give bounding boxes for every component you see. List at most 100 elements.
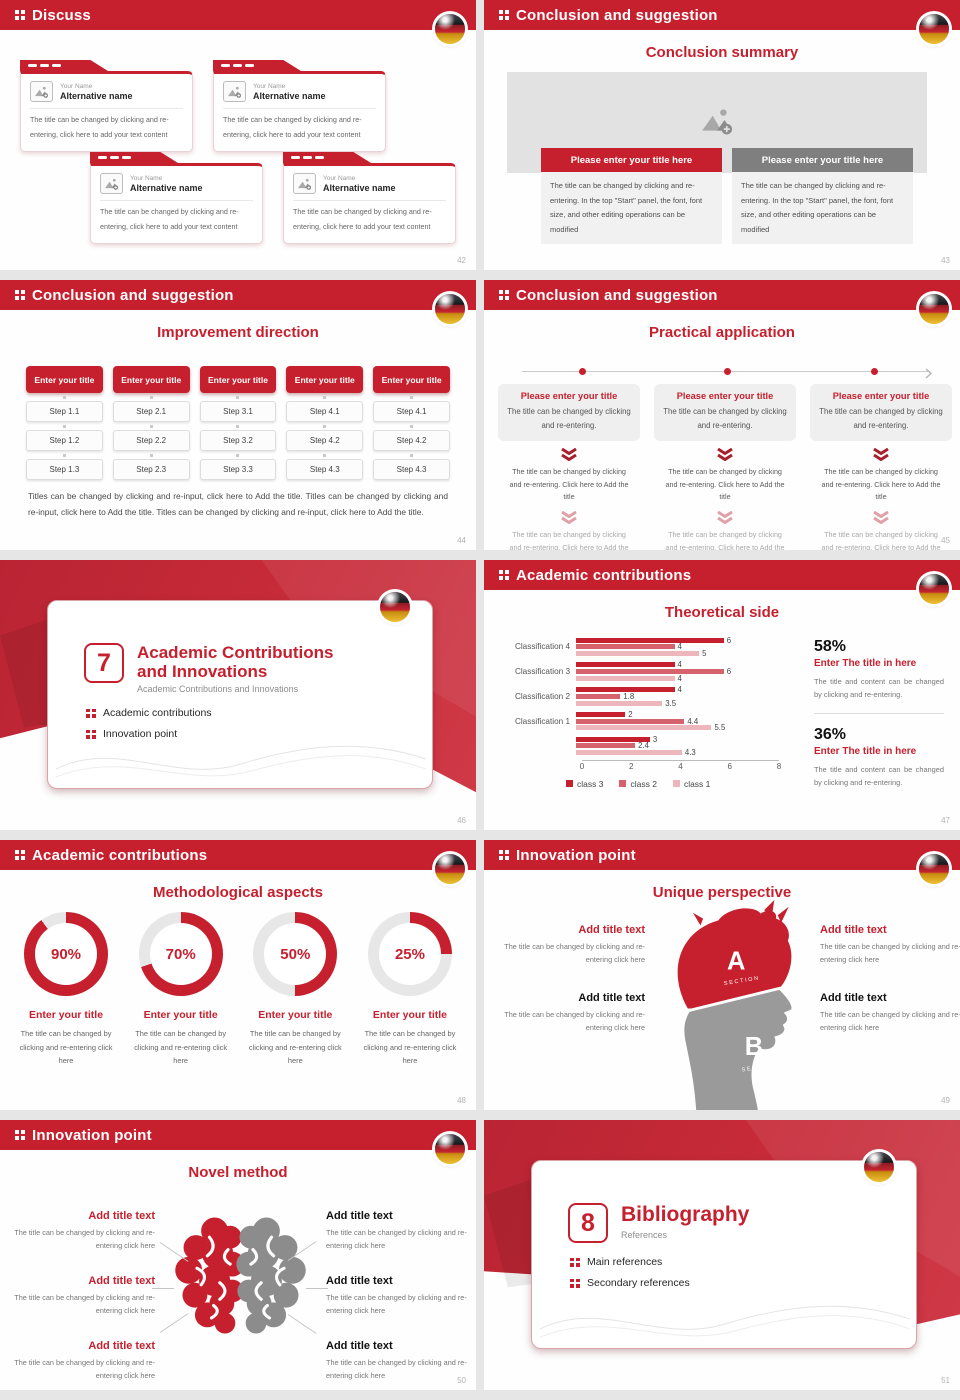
slide-subtitle: Improvement direction bbox=[157, 324, 319, 341]
folder-card[interactable]: Your Name Alternative name The title can… bbox=[283, 152, 456, 244]
step-box[interactable]: Step 4.3 bbox=[373, 459, 450, 480]
chapter-bullet[interactable]: Academic contributions bbox=[86, 707, 416, 719]
step-box[interactable]: Step 4.2 bbox=[373, 430, 450, 451]
page-number: 50 bbox=[457, 1376, 466, 1385]
title-button-gray[interactable]: Please enter your title here bbox=[732, 148, 913, 172]
bar-class-2 bbox=[576, 669, 724, 675]
step-box[interactable]: Step 3.2 bbox=[199, 430, 277, 451]
step-box[interactable]: Step 2.2 bbox=[112, 430, 190, 451]
slide-51-chapter-8[interactable]: 8 Bibliography References Main reference… bbox=[484, 1120, 960, 1390]
block-body: The title can be changed by clicking and… bbox=[14, 1228, 155, 1250]
slide-43-conclusion-summary[interactable]: Conclusion and suggestion Conclusion sum… bbox=[484, 0, 960, 270]
title-button[interactable]: Enter your title bbox=[199, 366, 277, 393]
donut-title: Enter your title bbox=[28, 1009, 104, 1021]
chapter-bullet[interactable]: Innovation point bbox=[86, 728, 416, 740]
block-body: The title can be changed by clicking and… bbox=[820, 942, 960, 964]
flow-card[interactable]: Please enter your title The title can be… bbox=[498, 384, 640, 442]
axis-tick-label: 0 bbox=[579, 761, 585, 771]
bar-class-3 bbox=[576, 637, 724, 643]
step-box[interactable]: Step 1.1 bbox=[26, 401, 103, 422]
bullet-squares-icon bbox=[86, 708, 96, 718]
german-flag-sphere-logo bbox=[919, 14, 949, 44]
image-placeholder-icon bbox=[293, 173, 316, 194]
chapter-bullet[interactable]: Secondary references bbox=[570, 1277, 900, 1289]
chapter-subtitle: References bbox=[621, 1229, 668, 1240]
slide-48-methodological-aspects[interactable]: Academic contributions Methodological as… bbox=[0, 840, 476, 1110]
header-squares-icon bbox=[15, 850, 25, 860]
donut-column: 90% Enter your title The title can be ch… bbox=[12, 912, 120, 1068]
step-box[interactable]: Step 4.2 bbox=[286, 430, 364, 451]
bar-value-label: 2 bbox=[628, 709, 633, 719]
bar-class-3 bbox=[576, 736, 650, 742]
bar-value-label: 5 bbox=[702, 649, 707, 659]
bar-value-label: 4.3 bbox=[684, 748, 696, 758]
folder-card[interactable]: Your Name Alternative name The title can… bbox=[213, 60, 386, 152]
slide-47-theoretical-side[interactable]: Academic contributions Theoretical side … bbox=[484, 560, 960, 830]
axis-tick-label: 2 bbox=[629, 761, 634, 771]
slide-46-chapter-7[interactable]: 7 Academic Contributions and Innovations… bbox=[0, 560, 476, 830]
step-box[interactable]: Step 1.2 bbox=[26, 430, 103, 451]
bar-class-1 bbox=[576, 750, 682, 756]
add-image-icon bbox=[700, 105, 734, 140]
stat-body: The title and content can be changed by … bbox=[814, 764, 944, 787]
bar-class-2 bbox=[576, 644, 675, 650]
card-alt-name: Alternative name bbox=[253, 90, 326, 101]
slide-45-practical-application[interactable]: Conclusion and suggestion Practical appl… bbox=[484, 280, 960, 550]
chapter-bullet[interactable]: Main references bbox=[570, 1256, 900, 1268]
block-body: The title can be changed by clicking and… bbox=[326, 1358, 467, 1380]
title-button[interactable]: Enter your title bbox=[286, 366, 364, 393]
block-title: Add title text bbox=[88, 1340, 155, 1352]
step-box[interactable]: Step 4.3 bbox=[286, 459, 364, 480]
text-block: Add title text The title can be changed … bbox=[820, 992, 960, 1035]
donut-percent-label: 25% bbox=[394, 945, 425, 963]
step-box[interactable]: Step 4.1 bbox=[373, 401, 450, 422]
block-title: Add title text bbox=[326, 1340, 393, 1352]
german-flag-sphere-logo bbox=[435, 854, 465, 884]
title-button[interactable]: Enter your title bbox=[112, 366, 190, 393]
bullet-label: Main references bbox=[587, 1256, 663, 1268]
bar-class-1 bbox=[576, 651, 700, 657]
flow-card-body: The title can be changed by clicking and… bbox=[663, 407, 787, 430]
chapter-title: Bibliography bbox=[621, 1203, 750, 1226]
slide-49-unique-perspective[interactable]: Innovation point Unique perspective A SE… bbox=[484, 840, 960, 1110]
card-name-label: Your Name bbox=[323, 174, 356, 182]
horizontal-bar-chart: Classification 4 6 4 5 Classification 3 4 6 4 Cl… bbox=[500, 636, 805, 789]
step-box[interactable]: Step 1.3 bbox=[26, 459, 103, 480]
step-box[interactable]: Step 3.3 bbox=[199, 459, 277, 480]
page-number: 45 bbox=[941, 536, 950, 545]
title-button[interactable]: Enter your title bbox=[26, 366, 103, 393]
flow-card[interactable]: Please enter your title The title can be… bbox=[810, 384, 952, 442]
title-button-red[interactable]: Please enter your title here bbox=[541, 148, 722, 172]
card-name-label: Your Name bbox=[253, 82, 286, 90]
step-box[interactable]: Step 3.1 bbox=[199, 401, 277, 422]
wave-decoration bbox=[56, 745, 426, 778]
flow-step-text-light: The title can be changed by clicking and… bbox=[509, 530, 629, 550]
slide-50-novel-method[interactable]: Innovation point Novel method bbox=[0, 1120, 476, 1390]
folder-card[interactable]: Your Name Alternative name The title can… bbox=[20, 60, 193, 152]
image-placeholder-icon bbox=[30, 81, 53, 102]
legend-item: class 3 bbox=[566, 779, 603, 789]
slide-44-improvement-direction[interactable]: Conclusion and suggestion Improvement di… bbox=[0, 280, 476, 550]
bar-value-label: 2.4 bbox=[638, 741, 649, 751]
wave-decoration bbox=[540, 1305, 910, 1338]
donut-column: 25% Enter your title The title can be ch… bbox=[356, 912, 464, 1068]
block-body: The title can be changed by clicking and… bbox=[504, 1010, 645, 1032]
flow-card[interactable]: Please enter your title The title can be… bbox=[654, 384, 796, 442]
bar-class-3 bbox=[576, 711, 626, 717]
slide-header-band: Innovation point bbox=[484, 840, 960, 870]
title-button[interactable]: Enter your title bbox=[373, 366, 450, 393]
folder-card[interactable]: Your Name Alternative name The title can… bbox=[90, 152, 263, 244]
bar-value-label: 4 bbox=[677, 673, 682, 683]
text-block: Add title text The title can be changed … bbox=[326, 1340, 471, 1383]
step-box[interactable]: Step 2.3 bbox=[112, 459, 190, 480]
step-box[interactable]: Step 2.1 bbox=[112, 401, 190, 422]
step-box[interactable]: Step 4.1 bbox=[286, 401, 364, 422]
double-chevron-down-icon-light bbox=[873, 511, 889, 525]
folder-tab bbox=[213, 60, 301, 71]
page-number: 44 bbox=[457, 536, 466, 545]
bullet-squares-icon bbox=[86, 729, 96, 739]
slide-42-discuss[interactable]: Discuss Your Name Alternative name The t… bbox=[0, 0, 476, 270]
bar-class-2 bbox=[576, 693, 621, 699]
chart-category-label: Classification 4 bbox=[514, 642, 570, 652]
german-flag-sphere-logo bbox=[435, 14, 465, 44]
